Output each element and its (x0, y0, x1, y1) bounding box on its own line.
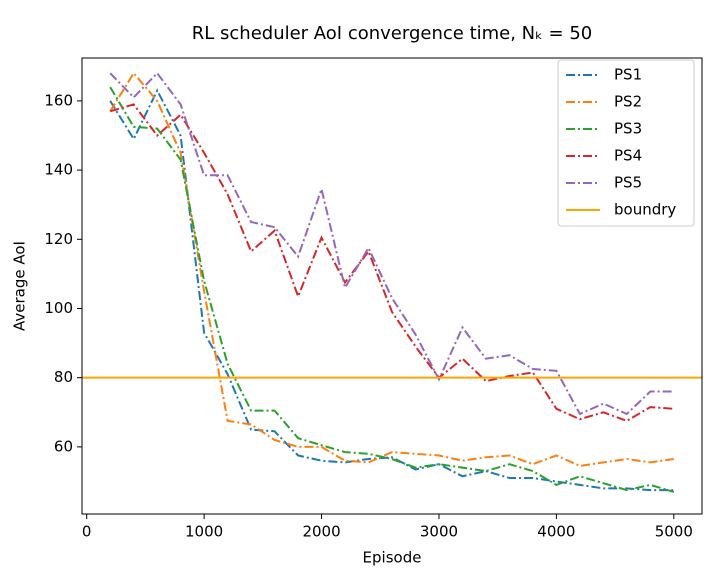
x-tick-label: 5000 (655, 523, 693, 541)
x-axis-label: Episode (363, 549, 422, 567)
x-tick-label: 0 (82, 523, 92, 541)
series-line (109, 103, 674, 423)
series-line (109, 71, 674, 467)
legend-label: PS1 (614, 66, 642, 84)
y-axis-label: Average AoI (11, 241, 29, 331)
legend-label: PS5 (614, 174, 642, 192)
y-tick-label: 80 (54, 368, 73, 386)
legend-label: PS2 (614, 93, 642, 111)
series-line (109, 88, 674, 492)
x-tick-label: 3000 (420, 523, 458, 541)
y-tick-label: 120 (44, 230, 73, 248)
x-tick-label: 2000 (302, 523, 340, 541)
y-tick-label: 60 (54, 437, 73, 455)
legend-label: PS4 (614, 147, 642, 165)
x-tick-label: 4000 (537, 523, 575, 541)
y-tick-label: 160 (44, 91, 73, 109)
legend-label: boundry (614, 201, 676, 219)
y-tick-label: 100 (44, 299, 73, 317)
x-tick-label: 1000 (185, 523, 223, 541)
chart-title: RL scheduler AoI convergence time, Nₖ = … (192, 23, 592, 44)
plot-frame (81, 57, 703, 515)
y-tick-label: 140 (44, 161, 73, 179)
legend-label: PS3 (614, 120, 642, 138)
series-line (109, 71, 674, 416)
